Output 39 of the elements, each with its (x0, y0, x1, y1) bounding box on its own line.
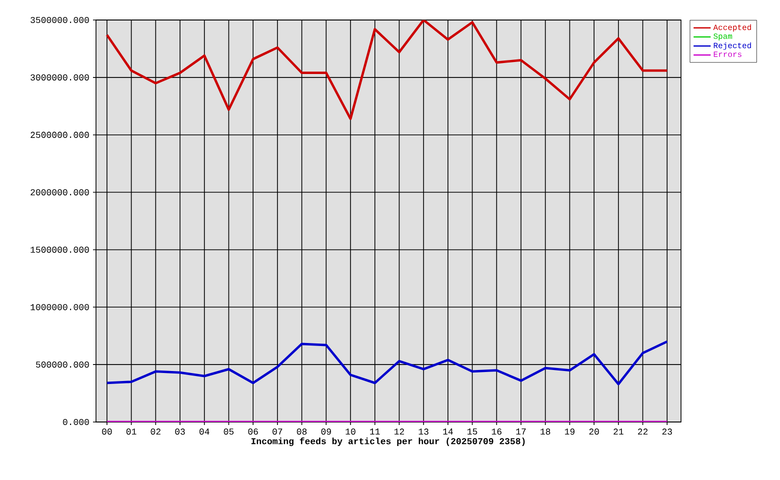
x-tick-label: 22 (638, 428, 648, 435)
line-series (106, 20, 668, 120)
y-tick-label: 0.000 (63, 418, 89, 426)
x-tick-label: 02 (150, 428, 160, 435)
x-tick-label: 07 (272, 428, 282, 435)
y-tick-label: 2500000.000 (30, 132, 89, 138)
x-tick-label: 15 (468, 428, 478, 435)
x-tick-label: 12 (394, 428, 404, 435)
x-tick-label: 08 (296, 428, 307, 435)
line-series (106, 340, 668, 386)
y-tick-label: 3500000.000 (30, 16, 89, 24)
x-tick-label: 14 (443, 428, 453, 434)
x-tick-label: 01 (126, 428, 136, 435)
x-tick-label: 09 (321, 428, 331, 435)
x-tick-label: 17 (516, 428, 526, 434)
y-tick-label: 500000.000 (36, 362, 89, 368)
legend-label: Rejected (714, 42, 751, 50)
y-tick-label: 2000000.000 (30, 189, 89, 196)
x-tick-label: 21 (614, 428, 624, 435)
x-axis-title: Incoming feeds by articles per hour (20250709 2358) (251, 438, 525, 446)
x-tick-label: 23 (662, 428, 672, 435)
x-tick-label: 13 (418, 428, 428, 435)
legend-label: Accepted (713, 24, 751, 32)
legend-label: Spam (714, 34, 732, 41)
x-tick-label: 19 (564, 428, 574, 435)
legend-label: Errors (714, 52, 742, 57)
x-tick-label: 11 (370, 428, 380, 434)
y-tick-label: 3000000.000 (30, 74, 89, 80)
x-tick-label: 16 (492, 428, 502, 435)
y-tick-label: 1500000.000 (30, 246, 89, 253)
x-tick-label: 18 (540, 428, 550, 435)
x-tick-label: 06 (248, 428, 258, 435)
x-tick-label: 05 (224, 428, 234, 435)
x-tick-label: 03 (175, 428, 185, 435)
x-tick-label: 20 (589, 428, 599, 435)
x-tick-label: 10 (346, 428, 356, 435)
x-tick-label: 04 (200, 428, 210, 435)
y-tick-label: 1000000.000 (30, 304, 89, 310)
x-tick-label: 00 (102, 428, 112, 435)
